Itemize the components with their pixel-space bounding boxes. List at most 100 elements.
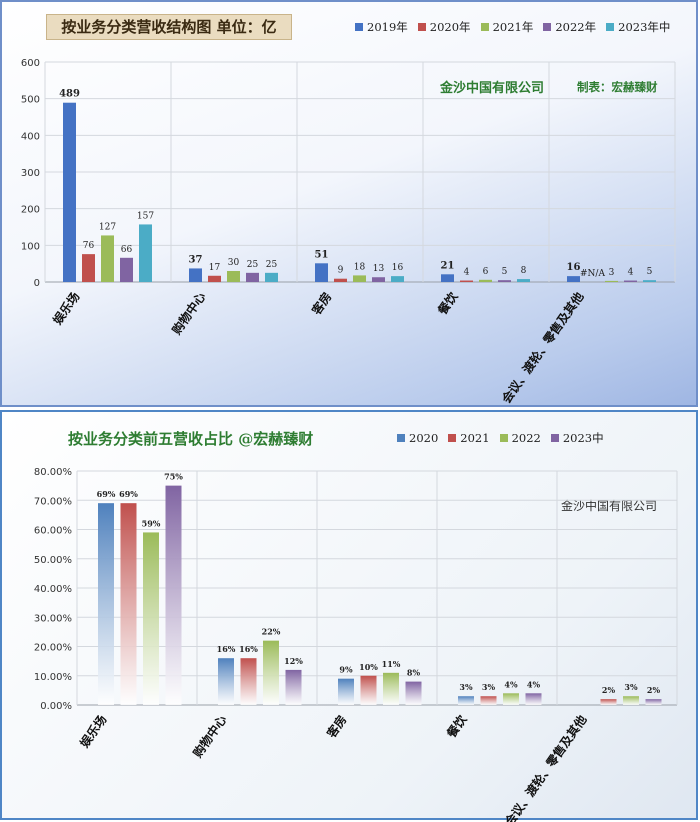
data-label: 59% [142,518,161,528]
data-label: 16% [217,644,236,654]
data-label: 5 [502,267,508,277]
data-label: #N/A [580,269,605,279]
bar [517,279,530,282]
data-label: 12% [284,656,303,666]
bar [460,280,473,282]
data-label: 9% [339,665,353,675]
legend-item: 2022 [499,430,541,446]
bar [285,669,302,705]
y-tick-label: 600 [21,58,40,69]
bar [567,276,580,282]
data-label: 4% [527,679,541,689]
bar [525,693,542,705]
data-label: 66 [121,245,133,255]
bar [208,275,221,282]
data-label: 18 [354,262,366,272]
y-tick-label: 20.00% [34,643,72,654]
bar [120,503,137,705]
bar [240,658,257,705]
bar [263,640,279,705]
y-tick-label: 400 [21,131,40,142]
data-label: 69% [119,489,138,499]
legend-label: 2020年 [429,20,471,34]
legend-swatch [448,434,457,442]
legend-item: 2023中 [550,430,604,446]
data-label: 2% [647,685,661,695]
category-label: 餐饮 [434,288,461,317]
data-label: 75% [164,472,183,482]
legend-swatch [355,23,363,31]
data-label: 10% [359,662,378,672]
data-label: 16% [239,644,258,654]
bar [405,681,422,705]
chart2-company: 金沙中国有限公司 [561,499,658,513]
category-label: 娱乐场 [50,289,83,327]
bar [645,699,662,705]
y-tick-label: 200 [21,205,40,216]
legend-label: 2021 [460,431,490,445]
bar [63,102,76,282]
bar [353,275,366,282]
bar [139,224,152,282]
legend-label: 2023年中 [618,20,671,34]
legend-item: 2021年 [480,19,533,35]
data-label: 489 [59,89,80,100]
revenue-share-panel: 按业务分类前五营收占比 @宏赫臻财 2020 2021 2022 2023中 金沙中国… [0,410,698,822]
category-label: 餐饮 [443,711,470,740]
data-label: 127 [99,222,116,232]
bar [101,235,114,282]
legend-swatch [606,23,615,31]
data-label: 6 [483,267,489,277]
bar [82,254,95,282]
bar [143,532,159,705]
category-label: 购物中心 [169,289,209,337]
data-label: 25 [247,260,259,270]
bar [498,280,511,282]
bar [246,272,259,282]
data-label: 5 [647,267,653,277]
bar [120,257,133,282]
data-label: 21 [441,260,455,271]
y-tick-label: 300 [21,168,40,179]
category-label: 会议、渡轮、零售及其他 [498,289,586,406]
y-tick-label: 60.00% [34,526,72,537]
data-label: 4 [464,268,470,278]
data-label: 3% [624,682,638,692]
y-tick-label: 100 [21,241,40,252]
data-label: 76 [83,241,95,251]
category-label: 客房 [308,289,335,318]
data-label: 3 [609,268,615,278]
bar [458,696,474,705]
bar [315,263,328,282]
y-tick-label: 500 [21,95,40,106]
legend-swatch [550,434,559,442]
legend-swatch [543,23,552,31]
bar [98,503,114,705]
chart2-plot: 0.00% 10.00% 20.00% 30.00% 40.00% 50.00% 60.00… [34,467,678,822]
data-label: 4 [628,268,634,278]
data-label: 8% [407,668,421,678]
legend-label: 2022 [511,431,541,445]
data-label: 16 [567,262,581,273]
bar [334,278,347,282]
legend-item: 2021 [448,430,490,446]
legend-swatch [480,23,489,31]
data-label: 3% [459,682,473,692]
data-label: 30 [228,258,240,268]
data-label: 13 [373,264,385,274]
legend-swatch [397,434,405,442]
bar [643,280,656,282]
y-tick-label: 10.00% [34,672,72,683]
category-label: 购物中心 [190,712,230,760]
y-tick-label: 40.00% [34,584,72,595]
chart1-maker: 制表：宏赫臻财 [577,80,658,94]
chart1-legend: 2019年 2020年 2021年 2022年 2023年中 [355,19,670,35]
bar [165,485,182,705]
category-label: 会议、渡轮、零售及其他 [501,712,589,822]
revenue-structure-panel: 按业务分类营收结构图 单位：亿 2019年 2020年 2021年 2022年 2023… [0,0,698,407]
bar [600,699,617,705]
y-tick-label: 30.00% [34,613,72,624]
bar [372,277,385,282]
bar [441,274,454,282]
